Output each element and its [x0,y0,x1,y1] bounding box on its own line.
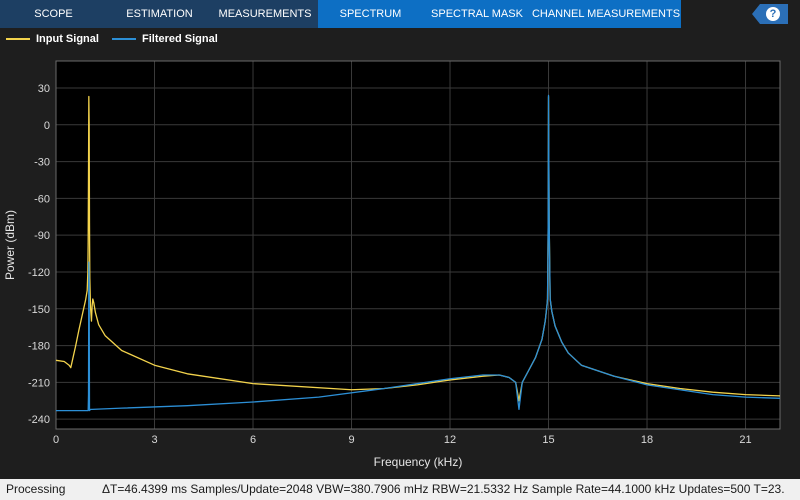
x-tick-label: 12 [444,434,456,446]
tab-bar: SCOPE ESTIMATION MEASUREMENTS SPECTRUM S… [0,0,800,28]
legend-label-input-signal: Input Signal [36,33,99,45]
y-tick-label: 0 [44,120,50,132]
series-lines [55,94,781,412]
tab-channel-measurements[interactable]: CHANNEL MEASUREMENTS [531,0,681,28]
help-button[interactable]: ? [752,4,788,24]
y-axis: 30 0 -30 -60 -90 -120 -150 -180 -210 -240 [28,83,50,426]
y-tick-label: -120 [28,267,50,279]
x-tick-label: 3 [151,434,157,446]
x-tick-label: 0 [53,434,59,446]
tab-estimation[interactable]: ESTIMATION [107,0,212,28]
plot-border [55,60,781,430]
tab-spectrum[interactable]: SPECTRUM [318,0,423,28]
y-tick-label: -180 [28,341,50,353]
help-icon: ? [766,7,780,21]
x-axis-label: Frequency (kHz) [374,455,463,469]
status-processing: Processing [6,482,66,496]
y-tick-label: -90 [34,230,50,242]
grid [55,60,781,430]
legend: Input Signal Filtered Signal [0,28,800,50]
y-tick-label: -150 [28,304,50,316]
x-tick-label: 9 [348,434,354,446]
y-tick-label: -210 [28,377,50,389]
x-tick-label: 18 [641,434,653,446]
y-tick-label: -240 [28,414,50,426]
x-tick-label: 15 [542,434,554,446]
spectrum-plot[interactable]: 30 0 -30 -60 -90 -120 -150 -180 -210 -240 0 3 6 9 12 1… [0,50,800,479]
status-measurements: ΔT=46.4399 ms Samples/Update=2048 VBW=38… [102,482,785,496]
tab-measurements[interactable]: MEASUREMENTS [212,0,318,28]
x-tick-label: 6 [250,434,256,446]
x-tick-label: 21 [739,434,751,446]
y-axis-label: Power (dBm) [3,210,17,280]
legend-item-input-signal[interactable]: Input Signal [6,32,99,46]
plot-area [56,61,780,429]
legend-line-input-signal [6,38,30,40]
y-tick-label: -30 [34,157,50,169]
series-line-filtered-signal [56,94,781,412]
status-bar: Processing ΔT=46.4399 ms Samples/Update=… [0,479,800,500]
legend-line-filtered-signal [112,38,136,40]
legend-item-filtered-signal[interactable]: Filtered Signal [112,32,218,46]
y-tick-label: -60 [34,193,50,205]
tab-scope[interactable]: SCOPE [0,0,107,28]
tab-spectral-mask[interactable]: SPECTRAL MASK [423,0,531,28]
legend-label-filtered-signal: Filtered Signal [142,33,218,45]
x-axis: 0 3 6 9 12 15 18 21 [53,434,752,446]
y-tick-label: 30 [38,83,50,95]
